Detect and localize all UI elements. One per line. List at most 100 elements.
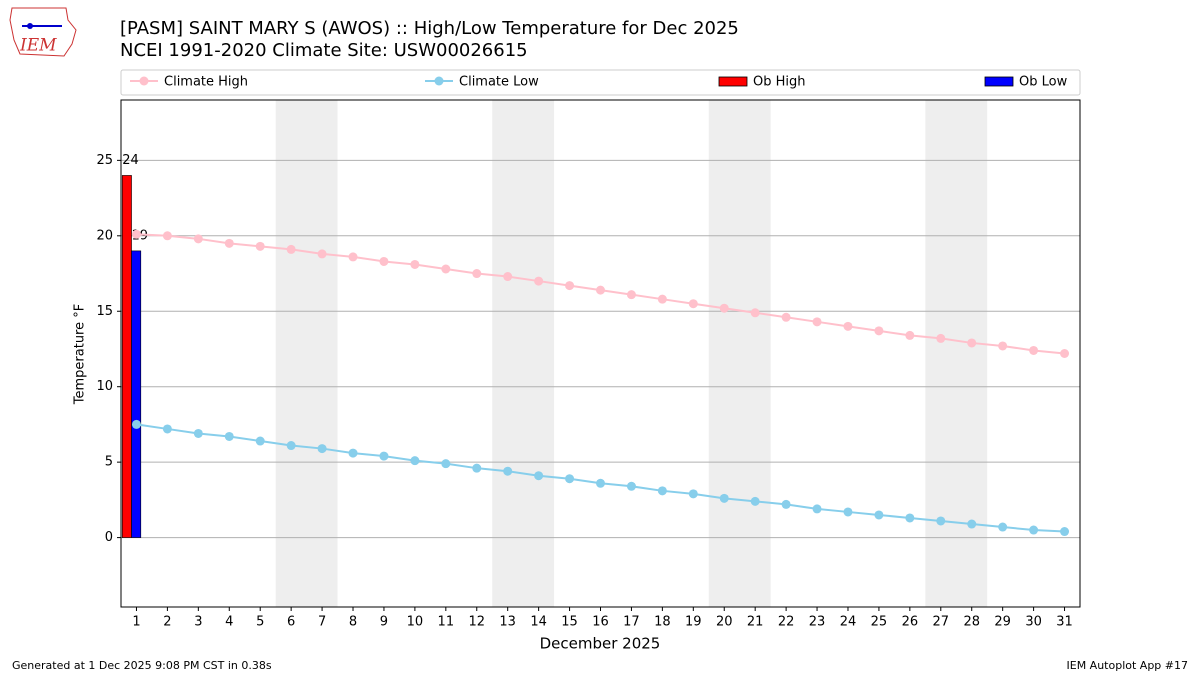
weekend-shade <box>925 100 988 607</box>
point <box>1060 527 1070 537</box>
x-tick-label: 16 <box>592 615 609 630</box>
legend-label: Ob High <box>753 75 806 90</box>
x-tick-label: 22 <box>778 615 795 630</box>
point <box>998 522 1008 532</box>
point <box>688 489 698 499</box>
point <box>596 478 605 488</box>
x-tick-label: 15 <box>561 615 578 630</box>
x-tick-label: 13 <box>499 615 516 630</box>
x-tick-label: 26 <box>902 615 919 630</box>
x-axis-title: December 2025 <box>540 635 661 653</box>
y-tick-label: 5 <box>105 455 113 470</box>
y-tick-label: 15 <box>96 304 113 319</box>
point <box>843 321 853 331</box>
point <box>472 269 482 279</box>
logo: IEM <box>9 7 77 57</box>
legend-marker <box>139 76 149 86</box>
x-tick-label: 19 <box>685 615 702 630</box>
point <box>317 249 327 259</box>
weekend-shade <box>708 100 771 607</box>
x-tick-label: 4 <box>225 615 233 630</box>
point <box>626 290 636 300</box>
plot-frame <box>120 99 1081 608</box>
point <box>379 256 389 266</box>
point <box>750 308 760 318</box>
point <box>255 241 265 251</box>
point <box>998 341 1008 351</box>
weekend-shade <box>492 100 555 607</box>
chart-title: [PASM] SAINT MARY S (AWOS) :: High/Low T… <box>120 18 739 39</box>
x-tick-label: 9 <box>380 615 388 630</box>
logo-text: IEM <box>19 36 57 56</box>
point <box>750 496 760 506</box>
x-tick-label: 3 <box>194 615 202 630</box>
x-tick-label: 29 <box>994 615 1011 630</box>
x-tick-label: 5 <box>256 615 264 630</box>
point <box>348 252 358 262</box>
chart-subtitle: NCEI 1991-2020 Climate Site: USW00026615 <box>120 40 528 61</box>
x-tick-label: 11 <box>438 615 455 630</box>
point <box>1029 345 1039 355</box>
y-tick-label: 0 <box>105 530 113 545</box>
point <box>534 471 544 481</box>
point <box>596 285 605 295</box>
point <box>657 294 667 304</box>
x-tick-label: 14 <box>530 615 547 630</box>
point <box>193 234 203 244</box>
footer-right: IEM Autoplot App #17 <box>1067 659 1189 672</box>
point <box>967 338 977 348</box>
point <box>905 513 915 523</box>
x-tick-label: 23 <box>809 615 826 630</box>
point <box>131 229 141 239</box>
point <box>162 424 172 434</box>
point <box>657 486 667 496</box>
point <box>193 428 203 438</box>
y-tick-label: 25 <box>96 153 113 168</box>
x-tick-label: 2 <box>163 615 171 630</box>
point <box>688 299 698 309</box>
point <box>534 276 544 286</box>
x-tick-label: 8 <box>349 615 357 630</box>
legend-swatch <box>984 76 1014 87</box>
point <box>1029 525 1039 535</box>
point <box>472 463 482 473</box>
point <box>1060 349 1070 358</box>
point <box>565 281 575 291</box>
y-tick-label: 10 <box>96 379 113 394</box>
x-tick-label: 12 <box>468 615 485 630</box>
point <box>719 493 729 503</box>
y-tick-label: 20 <box>96 228 113 243</box>
point <box>131 419 141 429</box>
logo-outline <box>9 7 77 57</box>
point <box>503 466 513 476</box>
point <box>224 431 234 441</box>
point <box>812 504 822 514</box>
point <box>967 519 977 529</box>
x-tick-label: 28 <box>963 615 980 630</box>
legend-box <box>120 69 1081 96</box>
point <box>162 231 172 241</box>
legend-label: Climate Low <box>459 75 539 90</box>
x-tick-label: 10 <box>407 615 424 630</box>
x-tick-label: 1 <box>132 615 140 630</box>
point <box>441 459 451 469</box>
logo-dot <box>27 23 33 29</box>
point <box>224 238 234 248</box>
x-tick-label: 17 <box>623 615 640 630</box>
point <box>410 456 420 466</box>
point <box>626 481 636 491</box>
point <box>781 499 791 509</box>
y-axis-title: Temperature °F <box>73 304 88 405</box>
point <box>719 303 729 313</box>
point <box>812 317 822 327</box>
point <box>286 244 296 254</box>
x-tick-label: 27 <box>933 615 950 630</box>
x-tick-label: 21 <box>747 615 764 630</box>
point <box>843 507 853 517</box>
point <box>874 510 884 520</box>
x-tick-label: 7 <box>318 615 326 630</box>
x-tick-label: 20 <box>716 615 733 630</box>
point <box>441 264 451 274</box>
x-tick-label: 31 <box>1056 615 1073 630</box>
